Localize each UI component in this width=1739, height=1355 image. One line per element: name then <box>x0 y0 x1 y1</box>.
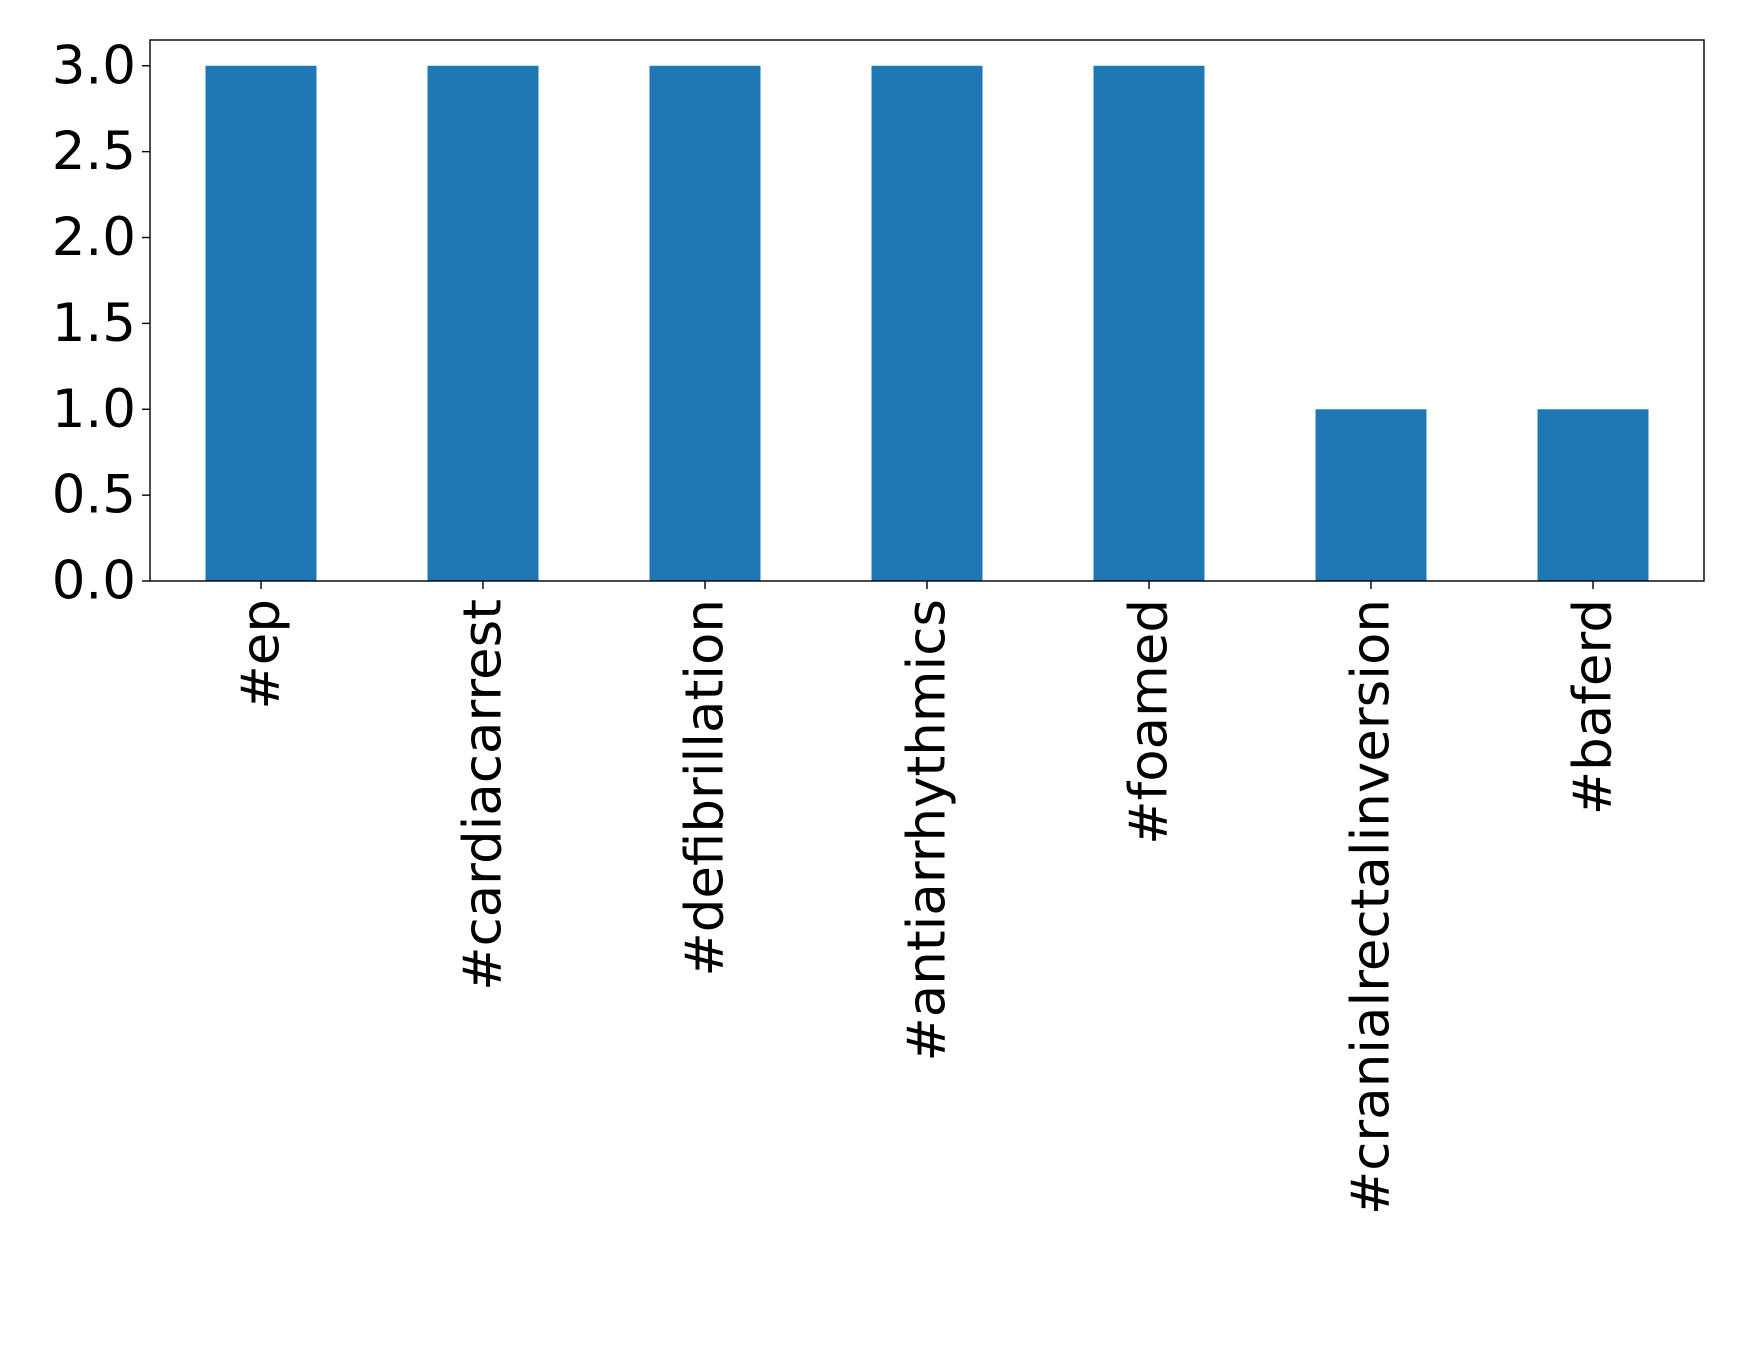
y-tick-label: 3.0 <box>52 35 136 96</box>
x-tick-label: #cranialrectalinversion <box>1341 599 1402 1215</box>
bar <box>871 65 983 581</box>
x-tick-label: #baferd <box>1563 599 1624 815</box>
bar <box>205 65 317 581</box>
bar <box>1537 409 1649 581</box>
y-tick-label: 1.5 <box>52 293 136 354</box>
bar <box>649 65 761 581</box>
y-tick-label: 0.0 <box>52 551 136 612</box>
y-tick-label: 1.0 <box>52 379 136 440</box>
y-tick-label: 0.5 <box>52 465 136 526</box>
x-tick-label: #cardiacarrest <box>453 599 514 991</box>
x-tick-label: #foamed <box>1119 599 1180 845</box>
bar <box>1315 409 1427 581</box>
bar <box>1093 65 1205 581</box>
bar <box>427 65 539 581</box>
y-axis: 0.0 0.5 1.0 1.5 2.0 2.5 3.0 <box>52 35 150 612</box>
x-tick-label: #defibrillation <box>675 599 736 977</box>
x-axis: #ep #cardiacarrest #defibrillation #antiarr… <box>231 581 1624 1215</box>
y-tick-label: 2.0 <box>52 207 136 268</box>
x-tick-label: #ep <box>231 599 292 710</box>
bars <box>205 65 1649 581</box>
y-tick-label: 2.5 <box>52 121 136 182</box>
x-tick-label: #antiarrhythmics <box>897 599 958 1062</box>
plot-area: 0.00.51.01.52.02.53.0 #ep #cardiacarrest #… <box>52 35 1705 1215</box>
